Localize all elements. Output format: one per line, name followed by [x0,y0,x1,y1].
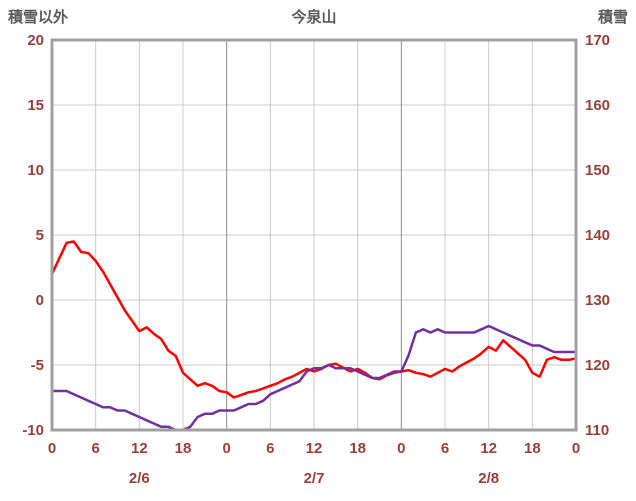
left-tick-label: 15 [27,97,44,114]
x-tick-label: 18 [524,440,541,457]
right-tick-label: 150 [585,162,610,179]
date-label: 2/7 [304,470,325,487]
x-tick-label: 18 [175,440,192,457]
x-tick-label: 0 [222,440,230,457]
chart-title: 今泉山 [291,9,337,26]
right-tick-label: 170 [585,32,610,49]
x-tick-label: 12 [306,440,323,457]
date-label: 2/6 [129,470,150,487]
date-label: 2/8 [478,470,499,487]
red-line [50,240,578,399]
x-tick-label: 12 [131,440,148,457]
right-tick-label: 110 [585,422,609,439]
x-tick-label: 0 [397,440,405,457]
left-tick-label: 5 [36,227,44,244]
right-axis-title: 積雪 [597,9,628,26]
right-tick-label: 140 [585,227,610,244]
right-tick-label: 160 [585,97,610,114]
left-tick-label: 20 [27,32,44,49]
left-axis-title: 積雪以外 [8,9,69,26]
x-tick-label: 6 [91,440,99,457]
left-tick-label: -10 [22,422,44,439]
x-tick-label: 12 [480,440,497,457]
x-tick-label: 0 [48,440,56,457]
plot-border [50,38,578,432]
x-tick-label: 0 [572,440,580,457]
left-tick-label: 0 [36,292,44,309]
x-tick-label: 6 [266,440,274,457]
right-tick-label: 130 [585,292,610,309]
left-tick-label: 10 [27,162,44,179]
x-tick-label: 18 [349,440,366,457]
x-tick-label: 6 [441,440,449,457]
right-tick-label: 120 [585,357,610,374]
purple-line [50,324,578,432]
left-tick-label: -5 [31,357,44,374]
